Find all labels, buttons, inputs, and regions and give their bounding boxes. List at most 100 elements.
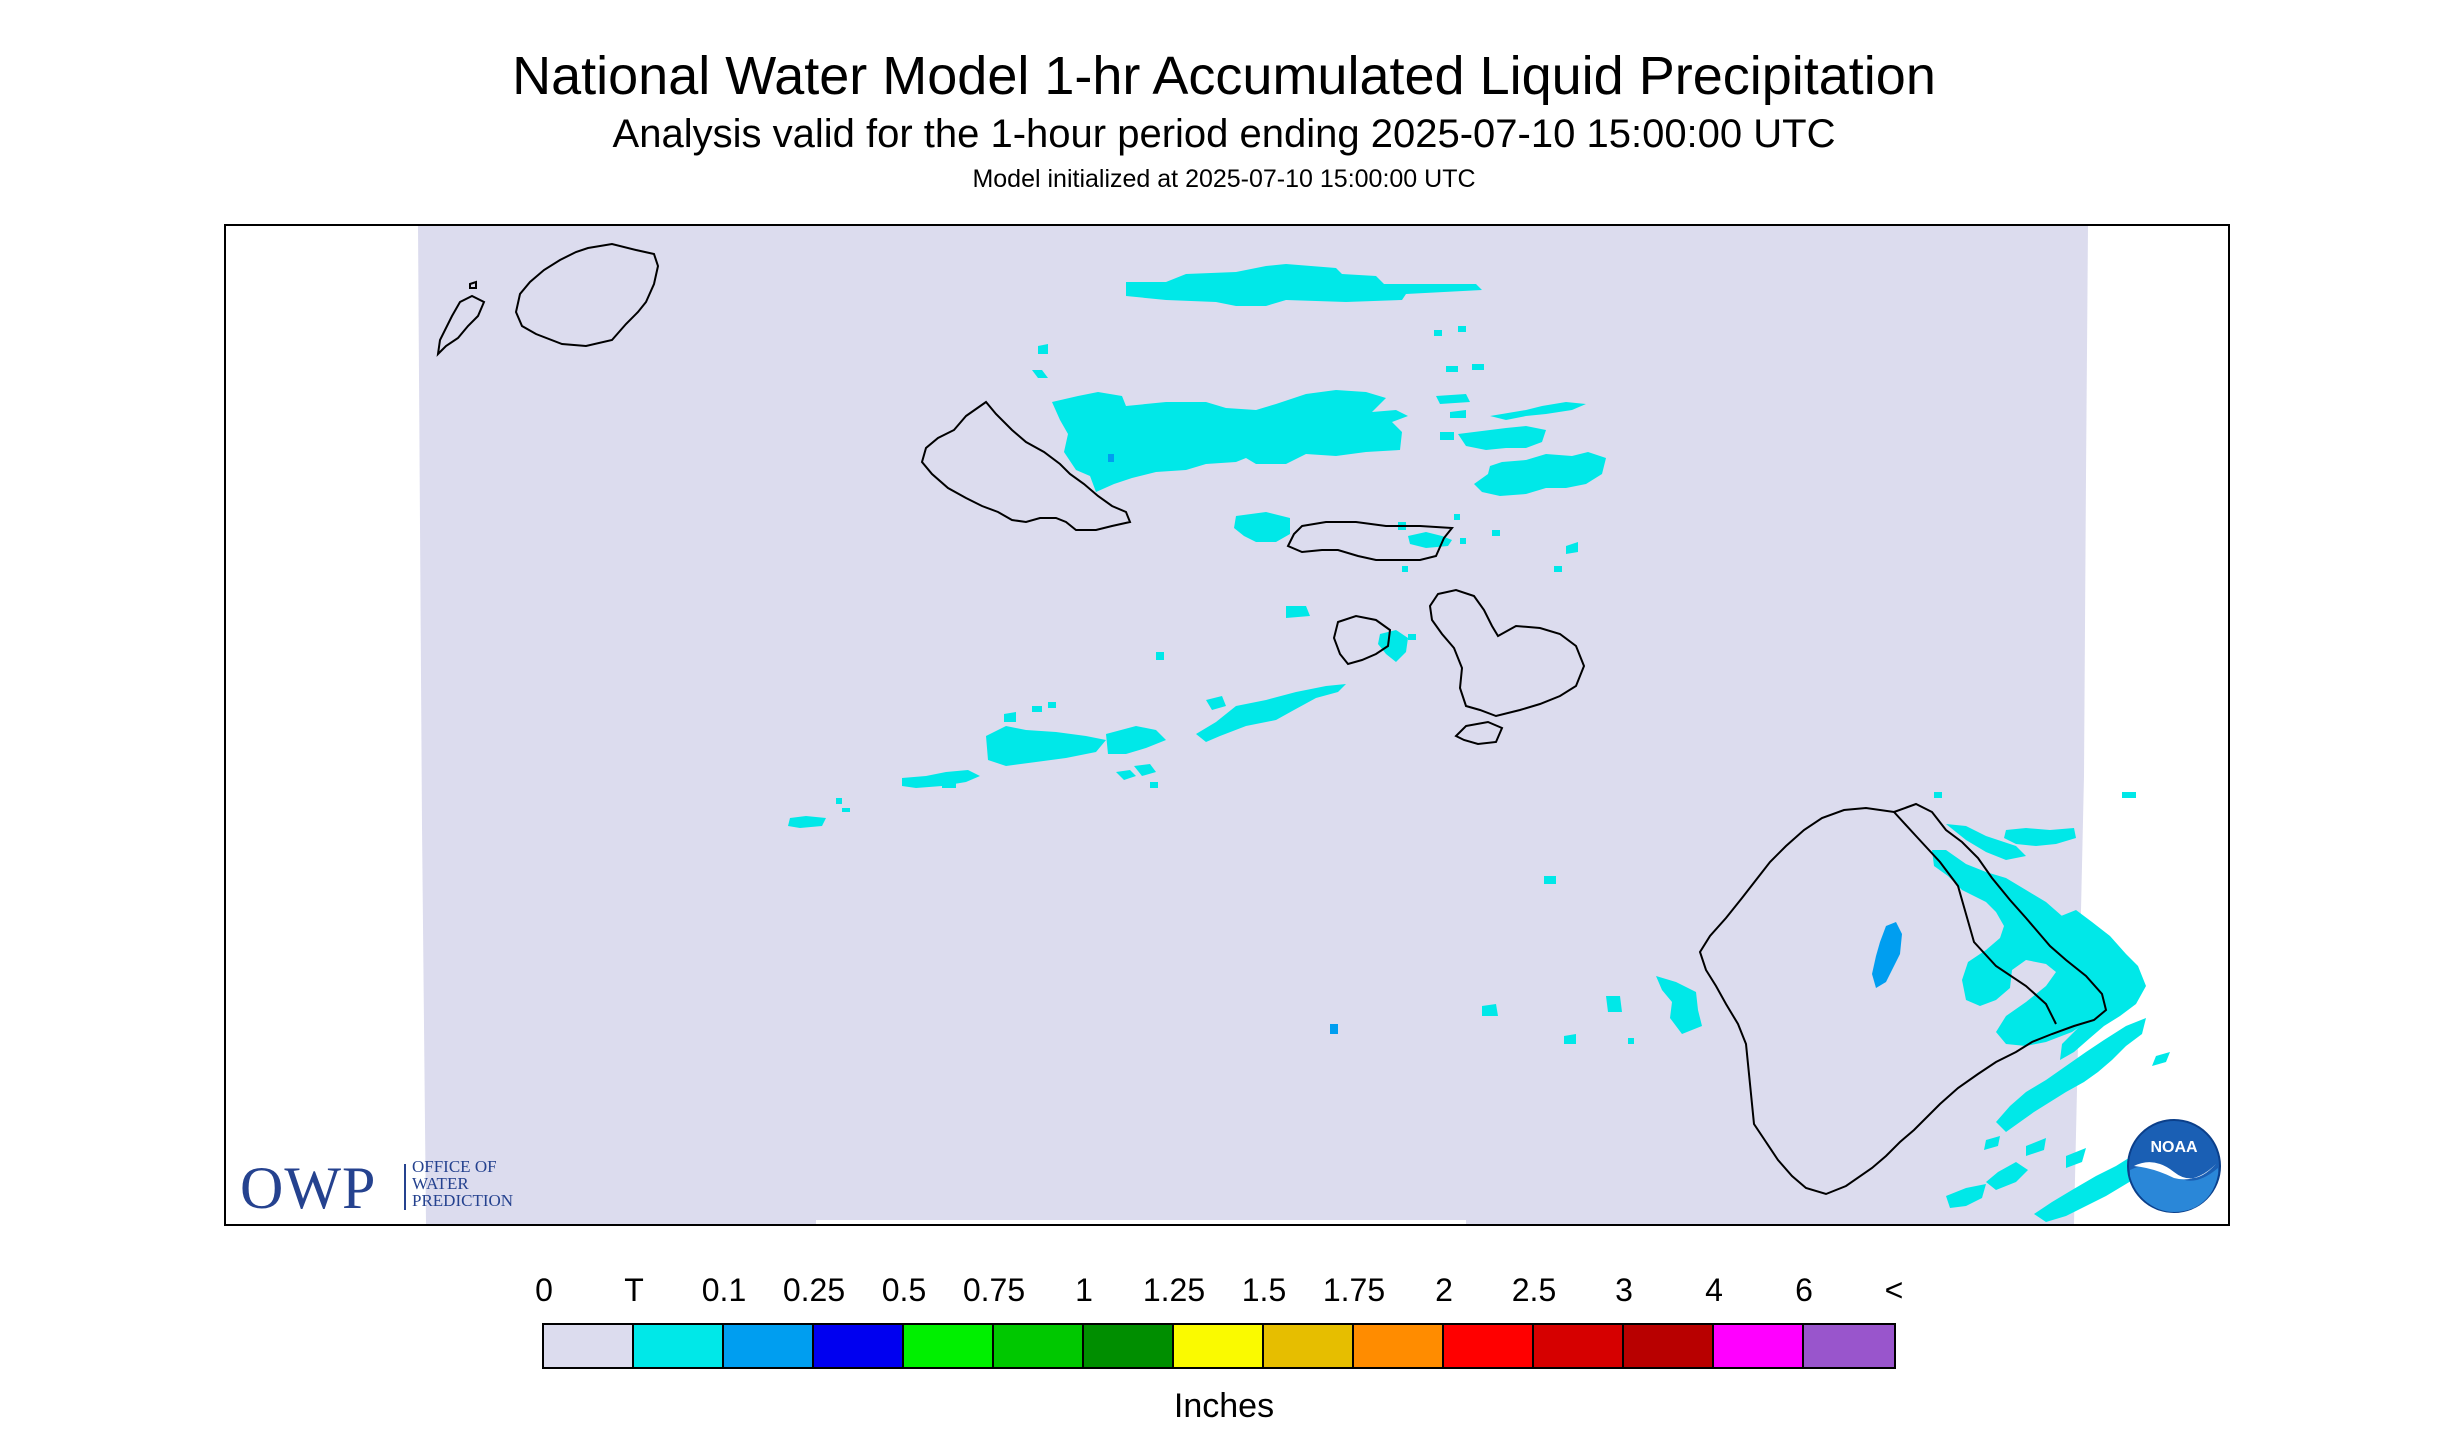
precip-cell: [1482, 1004, 1498, 1016]
precip-cell: [1984, 1136, 2000, 1150]
precip-cell: [1108, 454, 1114, 462]
legend-swatch: [1354, 1325, 1444, 1367]
precip-cell: [788, 816, 826, 828]
precip-cell: [2026, 1138, 2046, 1156]
precip-cell: [2122, 792, 2136, 798]
legend-tick-label: 1.5: [1241, 1272, 1287, 1308]
precip-cell: [1946, 1184, 1986, 1208]
legend-swatch: [1444, 1325, 1534, 1367]
precip-cell: [1402, 566, 1408, 572]
legend-colorbar: [542, 1323, 1896, 1369]
hawaii-interior-divide: [1893, 811, 2057, 1025]
owp-logo-subtitle: OFFICE OF WATER PREDICTION: [412, 1158, 513, 1209]
precip-cell: [1458, 426, 1546, 450]
precip-cell: [1996, 1018, 2146, 1132]
precip-cell: [1606, 996, 1622, 1012]
precip-cell: [1566, 542, 1578, 554]
legend-tick-label: 1: [1075, 1272, 1093, 1308]
precip-cell: [1048, 702, 1056, 708]
precip-cell: [1004, 712, 1016, 722]
precip-cell: [1628, 1038, 1634, 1044]
precip-cell: [1434, 330, 1442, 336]
owp-logo-line3: PREDICTION: [412, 1191, 514, 1210]
model-domain: [418, 226, 2088, 1224]
precip-cell: [1934, 792, 1942, 798]
legend-tick-label: 0.75: [962, 1272, 1026, 1308]
owp-logo-line1: OFFICE OF: [412, 1157, 497, 1176]
precip-cell: [1156, 652, 1164, 660]
owp-logo-divider: [404, 1164, 406, 1210]
legend-tick-label: 6: [1795, 1272, 1813, 1308]
noaa-logo: NOAA: [2127, 1119, 2221, 1213]
precip-cell: [2066, 1148, 2086, 1168]
island-hawaii: [1698, 802, 2108, 1196]
precip-cell: [1032, 706, 1042, 712]
owp-logo-line2: WATER: [412, 1174, 469, 1193]
precip-cell: [1408, 634, 1416, 640]
legend-swatch: [1804, 1325, 1894, 1367]
precip-cell: [1564, 1034, 1576, 1044]
precip-cell: [1286, 606, 1310, 618]
precip-cell: [1492, 530, 1500, 536]
owp-logo-letters: OWP: [240, 1155, 377, 1221]
precip-cell: [1446, 366, 1458, 372]
precip-cell: [1134, 764, 1156, 776]
precip-cell: [1378, 630, 1408, 662]
legend-swatch: [634, 1325, 724, 1367]
legend-tick-label: 0: [535, 1272, 553, 1308]
legend-tick-label: 2.5: [1511, 1272, 1557, 1308]
island-lehua: [469, 280, 477, 289]
legend-swatch: [814, 1325, 904, 1367]
precip-cell: [1454, 514, 1460, 520]
precip-cell: [1986, 1162, 2028, 1190]
noaa-logo-text: NOAA: [2150, 1139, 2198, 1156]
precip-cell: [2152, 1052, 2170, 1066]
legend-tick-label: 3: [1615, 1272, 1633, 1308]
precip-cell: [1472, 364, 1484, 370]
precip-cell: [1460, 538, 1466, 544]
precipitation-map: [224, 224, 2230, 1226]
chart-title: National Water Model 1-hr Accumulated Li…: [512, 46, 1936, 106]
precipitation-moderate: [1108, 454, 1902, 1034]
island-kahoolawe: [1454, 720, 1504, 746]
precip-cell: [1106, 726, 1166, 754]
precip-cell: [1206, 696, 1226, 710]
legend-tick-label: 0.5: [881, 1272, 927, 1308]
precip-cell: [1656, 976, 1702, 1034]
precip-cell: [1872, 922, 1902, 988]
legend-tick-label: 1.25: [1142, 1272, 1206, 1308]
precip-cell: [1196, 684, 1346, 742]
precip-cell: [1052, 390, 1408, 492]
legend-swatch: [1084, 1325, 1174, 1367]
precip-cell: [1234, 512, 1290, 542]
domain-bottom-gap: [816, 1220, 1466, 1224]
precip-cell: [1450, 410, 1466, 418]
map-canvas: [418, 226, 2170, 1224]
precip-cell: [1330, 1024, 1338, 1034]
model-init-time: Model initialized at 2025-07-10 15:00:00…: [972, 165, 1476, 193]
legend-units: Inches: [1173, 1387, 1275, 1425]
legend-tick-label: <: [1884, 1272, 1904, 1308]
precip-cell: [1474, 452, 1606, 496]
precipitation-light: [788, 264, 2170, 1222]
legend-tick-label: 2: [1435, 1272, 1453, 1308]
legend-swatch: [1174, 1325, 1264, 1367]
precip-cell: [2056, 910, 2146, 1060]
chart-subtitle: Analysis valid for the 1-hour period end…: [612, 112, 1836, 156]
precip-cell: [1490, 402, 1586, 420]
legend-tick-label: 1.75: [1322, 1272, 1386, 1308]
legend-tick-label: 0.25: [782, 1272, 846, 1308]
legend-swatch: [1264, 1325, 1354, 1367]
precip-cell: [1440, 432, 1454, 440]
precip-cell: [1038, 344, 1048, 354]
legend-tick-label: 0.1: [701, 1272, 747, 1308]
island-lanai: [1332, 614, 1392, 666]
legend-tick-label: T: [624, 1272, 644, 1308]
precip-cell: [2004, 828, 2076, 846]
island-maui: [1428, 588, 1586, 718]
legend-tick-label: 4: [1705, 1272, 1723, 1308]
legend-swatch: [724, 1325, 814, 1367]
precip-cell: [1436, 394, 1470, 404]
precip-cell: [1032, 370, 1048, 378]
legend-swatch: [544, 1325, 634, 1367]
